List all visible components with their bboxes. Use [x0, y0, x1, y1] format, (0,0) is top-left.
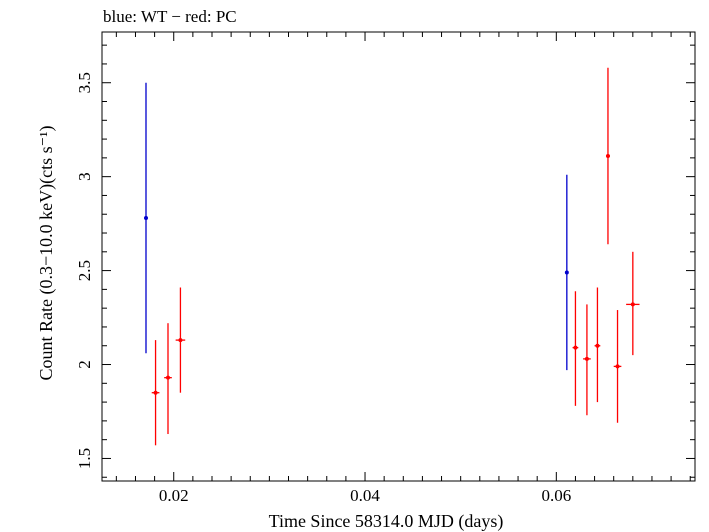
- data-point: [584, 356, 589, 361]
- data-point: [615, 364, 620, 369]
- chart-title: blue: WT − red: PC: [103, 7, 237, 26]
- data-point: [573, 345, 578, 350]
- y-tick-label: 2: [75, 360, 94, 369]
- y-tick-label: 3.5: [75, 72, 94, 93]
- axis-ticks: 0.02 0.04 0.06 1.5 2 2.5 3 3.5: [75, 32, 695, 505]
- y-tick-label: 3: [75, 172, 94, 181]
- data-marks: [143, 67, 640, 446]
- data-point: [595, 343, 600, 348]
- y-axis-label: Count Rate (0.3−10.0 keV)(cts s⁻¹): [36, 125, 57, 380]
- data-point: [143, 215, 148, 220]
- x-tick-label: 0.06: [541, 486, 571, 505]
- data-point: [165, 375, 170, 380]
- y-tick-label: 1.5: [75, 448, 94, 469]
- data-point: [564, 270, 569, 275]
- data-point: [630, 302, 635, 307]
- data-point: [153, 390, 158, 395]
- plot-frame: [101, 31, 696, 482]
- y-tick-label: 2.5: [75, 260, 94, 281]
- data-point: [178, 338, 183, 343]
- x-tick-label: 0.02: [159, 486, 189, 505]
- x-tick-label: 0.04: [350, 486, 380, 505]
- x-axis-label: Time Since 58314.0 MJD (days): [269, 511, 504, 532]
- data-point: [605, 153, 610, 158]
